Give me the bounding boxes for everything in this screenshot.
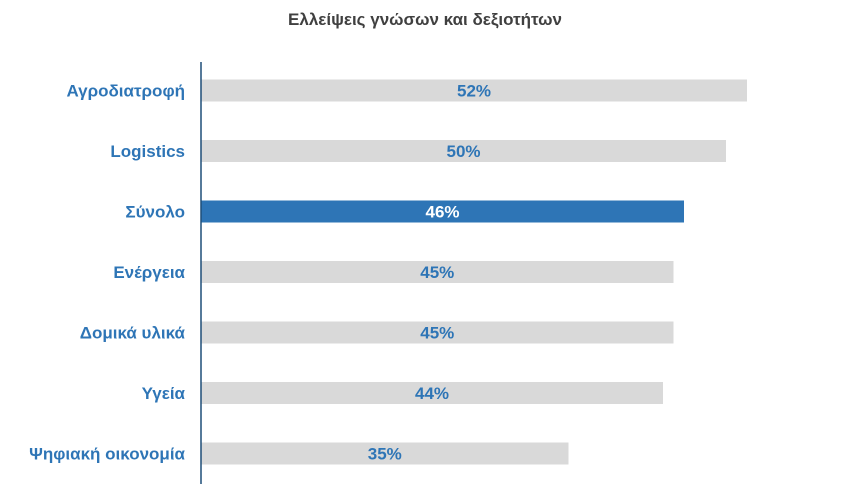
category-label-5: Υγεία — [142, 384, 186, 403]
chart-title: Ελλείψεις γνώσων και δεξιοτήτων — [288, 10, 562, 29]
bar-3 — [201, 261, 674, 283]
bars-layer: Αγροδιατροφή 52% Logistics 50% Σύνολο 46% Ενέρ… — [29, 79, 747, 465]
category-label-1: Logistics — [110, 142, 185, 161]
category-label-2: Σύνολο — [125, 203, 185, 222]
bar-0 — [201, 79, 747, 102]
category-label-0: Αγροδιατροφή — [66, 82, 185, 101]
data-label-2: 46% — [425, 203, 459, 222]
data-label-5: 44% — [415, 384, 449, 403]
bar-4 — [201, 321, 674, 344]
bar-1 — [201, 140, 726, 162]
category-label-6: Ψηφιακή οικονομία — [29, 445, 185, 464]
category-label-3: Ενέργεια — [113, 263, 185, 282]
data-label-1: 50% — [446, 142, 480, 161]
bar-2 — [201, 200, 684, 223]
bar-5 — [201, 382, 663, 404]
category-label-4: Δομικά υλικά — [80, 324, 186, 343]
data-label-3: 45% — [420, 263, 454, 282]
data-label-6: 35% — [368, 445, 402, 464]
data-label-0: 52% — [457, 82, 491, 101]
bar-6 — [201, 442, 569, 465]
data-label-4: 45% — [420, 324, 454, 343]
